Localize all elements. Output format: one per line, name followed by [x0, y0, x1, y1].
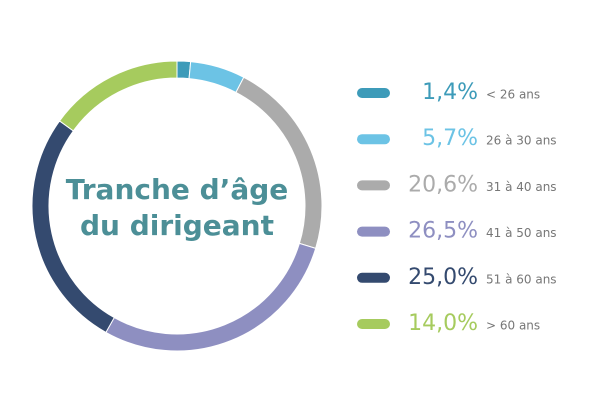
- legend-value: 14,0%: [408, 311, 478, 336]
- legend-swatch: [357, 180, 390, 191]
- legend-label: 31 à 40 ans: [486, 180, 557, 194]
- legend-label: 26 à 30 ans: [486, 134, 557, 148]
- legend-swatch: [357, 319, 390, 329]
- legend-value: 25,0%: [408, 265, 478, 290]
- donut-segment: [188, 61, 245, 94]
- legend-swatch: [357, 88, 390, 98]
- legend-label: > 60 ans: [486, 319, 540, 333]
- legend-swatch: [357, 134, 390, 145]
- donut-segment: [105, 242, 317, 352]
- legend-label: 41 à 50 ans: [486, 226, 557, 240]
- donut-segment: [58, 60, 178, 132]
- legend-label: < 26 ans: [486, 88, 540, 102]
- legend-value: 1,4%: [422, 80, 478, 105]
- legend-swatch: [357, 226, 390, 237]
- legend-value: 5,7%: [422, 126, 478, 151]
- legend-label: 51 à 60 ans: [486, 272, 557, 286]
- legend-swatch: [357, 272, 390, 283]
- legend-value: 20,6%: [408, 172, 478, 197]
- legend-value: 26,5%: [408, 219, 478, 244]
- donut-segment: [176, 60, 192, 80]
- chart-title: Tranche d’âge du dirigeant: [65, 173, 289, 242]
